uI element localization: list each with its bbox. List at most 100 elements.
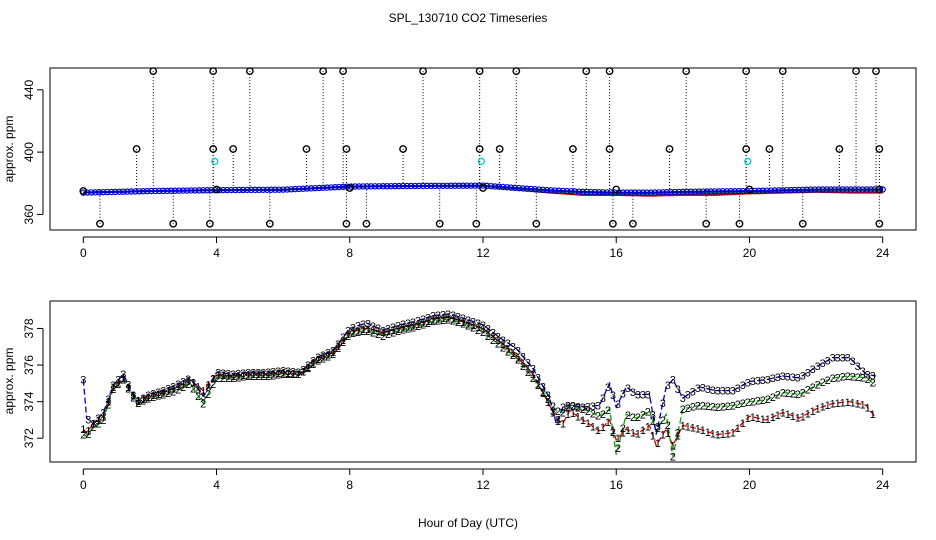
bottom-series-1-marker: 1 <box>555 416 561 428</box>
bottom-series-3-marker: 3 <box>750 376 756 388</box>
mid-flag-marker <box>475 145 484 153</box>
bottom-series-3-marker: 3 <box>225 369 231 381</box>
bottom-series-2-marker: 2 <box>740 398 746 410</box>
bottom-series-1-marker: 1 <box>690 423 696 435</box>
bottom-series-3-marker: 3 <box>700 383 706 395</box>
bottom-series-2-marker: 2 <box>375 329 381 341</box>
bottom-series-1-marker: 1 <box>80 424 86 436</box>
bottom-series-1-marker: 1 <box>480 323 486 335</box>
bottom-series-2-marker: 2 <box>865 374 871 386</box>
top-series-point <box>223 186 231 194</box>
bottom-series-3-marker: 3 <box>280 366 286 378</box>
bottom-series-3-marker: 3 <box>500 335 506 347</box>
bottom-series-2-marker: 2 <box>450 315 456 327</box>
bottom-series-2-marker: 2 <box>690 402 696 414</box>
mid-flag-marker <box>875 145 884 153</box>
bottom-series-3-marker: 3 <box>825 355 831 367</box>
bottom-series-3-marker: 3 <box>290 367 296 379</box>
bottom-series-2-marker: 2 <box>320 353 326 365</box>
bottom-panel-ylabel: approx. ppm <box>2 348 16 415</box>
top-series-point <box>651 189 659 196</box>
bottom-series-1-marker: 1 <box>130 391 136 403</box>
bottom-x-tick-label: 12 <box>476 478 490 492</box>
bottom-series-1-marker: 1 <box>460 317 466 329</box>
top-series-point <box>847 186 854 193</box>
bottom-series-2-marker: 2 <box>180 382 186 394</box>
top-series-point <box>551 187 559 194</box>
bottom-series-3-marker: 3 <box>575 401 581 413</box>
bottom-series-1-marker: 1 <box>410 321 416 333</box>
bottom-series-1-marker: 1 <box>350 326 356 338</box>
bottom-series-1-marker: 1 <box>430 314 436 326</box>
top-series-point <box>635 189 643 196</box>
bottom-series-1-marker: 1 <box>210 373 216 385</box>
top-series-point <box>607 189 615 196</box>
bottom-series-1-marker: 1 <box>785 409 791 421</box>
top-series-point <box>419 182 427 190</box>
bottom-series-3-marker: 3 <box>430 311 436 323</box>
top-series-point <box>687 188 695 195</box>
bottom-series-3-marker: 3 <box>250 367 256 379</box>
top-series-point <box>799 186 806 194</box>
bottom-series-1-marker: 1 <box>315 354 321 366</box>
top-series-point <box>196 187 203 194</box>
bottom-series-3-marker: 3 <box>770 373 776 385</box>
bottom-series-1-marker: 1 <box>360 324 366 336</box>
top-series-point <box>455 182 463 189</box>
top-series-point <box>247 186 255 194</box>
high-flag-marker <box>419 67 427 76</box>
bottom-series-1-marker: 1 <box>370 325 376 337</box>
bottom-series-2-marker: 2 <box>330 349 336 361</box>
bottom-series-1-marker: 1 <box>860 400 866 412</box>
bottom-series-2-marker: 2 <box>480 327 486 339</box>
bottom-series-1-marker: 1 <box>225 370 231 382</box>
bottom-series-1-marker: 1 <box>335 341 341 353</box>
bottom-series-2-marker: 2 <box>325 351 331 363</box>
top-series-point <box>679 188 687 196</box>
bottom-series-2-marker: 2 <box>855 372 861 384</box>
bottom-series-1-marker: 1 <box>260 369 266 381</box>
bottom-series-3-marker: 3 <box>220 368 226 380</box>
bottom-series-1-marker: 1 <box>670 441 676 453</box>
bottom-series-3-marker: 3 <box>730 386 736 398</box>
bottom-series-3-marker: 3 <box>455 312 461 324</box>
top-series-point <box>503 184 511 191</box>
bottom-series-2-marker: 2 <box>440 315 446 327</box>
bottom-series-2-marker: 2 <box>135 398 141 410</box>
bottom-series-1-marker: 1 <box>770 412 776 424</box>
top-series-point <box>363 183 371 190</box>
bottom-series-1-marker: 1 <box>500 339 506 351</box>
bottom-series-1-marker: 1 <box>810 406 816 418</box>
bottom-series-3-marker: 3 <box>760 375 766 387</box>
bottom-y-tick-label: 378 <box>22 318 36 338</box>
top-series-point <box>835 186 842 193</box>
top-series-point <box>719 188 727 195</box>
bottom-series-2-marker: 2 <box>830 373 836 385</box>
bottom-series-3-marker: 3 <box>300 364 306 376</box>
top-series-point <box>843 186 850 193</box>
bottom-series-1-marker: 1 <box>265 369 271 381</box>
bottom-series-2-marker: 2 <box>665 420 671 432</box>
top-series-point <box>84 189 91 196</box>
high-flag-marker <box>245 67 254 76</box>
bottom-series-1-marker: 1 <box>535 379 541 391</box>
bottom-series-3-marker: 3 <box>120 369 126 381</box>
bottom-series-2-marker: 2 <box>250 371 256 383</box>
bottom-series-1-marker: 1 <box>175 381 181 393</box>
bottom-series-3-marker: 3 <box>295 367 301 379</box>
bottom-series-3-marker: 3 <box>325 348 331 360</box>
top-series-point <box>631 189 639 196</box>
top-x-tick-label: 12 <box>476 246 490 260</box>
bottom-series-2-marker: 2 <box>770 392 776 404</box>
top-series-point <box>263 186 271 193</box>
top-series-point <box>779 187 786 194</box>
top-series-point <box>88 189 95 196</box>
top-hour-marker <box>875 185 884 194</box>
bottom-series-1-marker: 1 <box>450 314 456 326</box>
bottom-series-1-marker: 1 <box>530 369 536 381</box>
bottom-series-3-marker: 3 <box>320 350 326 362</box>
mid-flag-marker <box>665 145 674 153</box>
bottom-series-3-marker: 3 <box>330 345 336 357</box>
bottom-series-3-marker: 3 <box>435 310 441 322</box>
top-series-point <box>531 186 539 193</box>
